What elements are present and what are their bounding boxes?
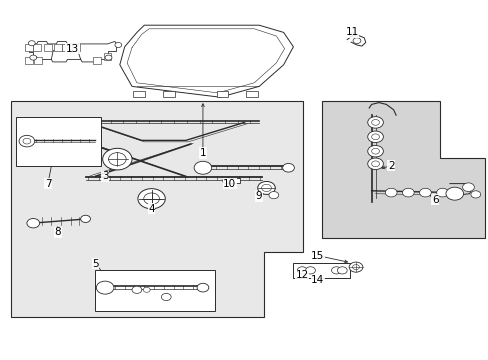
Text: 10: 10	[223, 179, 236, 189]
Bar	[25, 57, 33, 64]
Text: 13: 13	[65, 44, 79, 54]
Circle shape	[27, 219, 40, 228]
Bar	[33, 44, 41, 51]
Text: 9: 9	[255, 191, 262, 201]
Circle shape	[371, 120, 379, 125]
Polygon shape	[321, 101, 484, 238]
Circle shape	[297, 267, 306, 274]
Circle shape	[268, 192, 278, 199]
Circle shape	[81, 215, 90, 222]
Circle shape	[371, 161, 379, 167]
Circle shape	[462, 183, 473, 192]
Circle shape	[419, 188, 430, 197]
Circle shape	[436, 188, 447, 197]
Circle shape	[102, 148, 132, 170]
Circle shape	[19, 135, 35, 147]
Circle shape	[371, 148, 379, 154]
Text: 6: 6	[431, 195, 438, 205]
Bar	[93, 57, 101, 64]
Text: 8: 8	[54, 227, 61, 237]
Circle shape	[337, 267, 346, 274]
Text: 1: 1	[199, 148, 206, 158]
Circle shape	[222, 178, 229, 183]
Polygon shape	[11, 101, 303, 317]
Circle shape	[194, 161, 211, 174]
Circle shape	[115, 42, 122, 48]
Circle shape	[348, 262, 362, 272]
Text: 5: 5	[92, 258, 99, 269]
Circle shape	[261, 184, 271, 192]
Bar	[216, 91, 228, 97]
Bar	[293, 263, 349, 278]
Circle shape	[367, 131, 383, 143]
Circle shape	[28, 41, 35, 46]
Text: 7: 7	[44, 179, 51, 189]
Circle shape	[305, 267, 315, 274]
Circle shape	[161, 293, 171, 301]
Bar	[133, 91, 145, 97]
Text: 11: 11	[345, 27, 358, 37]
Text: 15: 15	[310, 251, 324, 261]
Circle shape	[132, 286, 142, 293]
Bar	[62, 44, 70, 51]
Polygon shape	[120, 25, 293, 97]
Bar	[95, 270, 215, 311]
Circle shape	[445, 187, 463, 200]
Circle shape	[367, 117, 383, 128]
Text: 2: 2	[387, 161, 394, 171]
Circle shape	[402, 188, 413, 197]
Circle shape	[257, 181, 275, 194]
Circle shape	[470, 191, 480, 198]
Bar	[25, 44, 33, 51]
Bar	[245, 91, 257, 97]
Circle shape	[138, 189, 165, 209]
Circle shape	[30, 55, 37, 60]
Circle shape	[367, 158, 383, 170]
Circle shape	[143, 287, 150, 292]
Circle shape	[385, 188, 396, 197]
Bar	[44, 44, 52, 51]
Circle shape	[108, 153, 126, 166]
Circle shape	[143, 193, 159, 204]
Bar	[103, 53, 111, 60]
Bar	[34, 57, 42, 64]
Circle shape	[96, 281, 114, 294]
Circle shape	[352, 265, 359, 270]
Text: 12: 12	[295, 270, 308, 280]
Circle shape	[282, 163, 294, 172]
Bar	[16, 117, 101, 166]
Circle shape	[352, 38, 360, 44]
Circle shape	[367, 145, 383, 157]
Circle shape	[105, 55, 112, 60]
Circle shape	[371, 134, 379, 140]
Text: 14: 14	[310, 275, 324, 285]
Text: 3: 3	[102, 171, 108, 181]
Bar	[54, 44, 61, 51]
Bar	[163, 91, 174, 97]
Text: 4: 4	[148, 204, 155, 214]
Circle shape	[331, 267, 341, 274]
Circle shape	[197, 283, 208, 292]
Circle shape	[23, 138, 31, 144]
Polygon shape	[224, 178, 239, 183]
Bar	[72, 44, 80, 51]
